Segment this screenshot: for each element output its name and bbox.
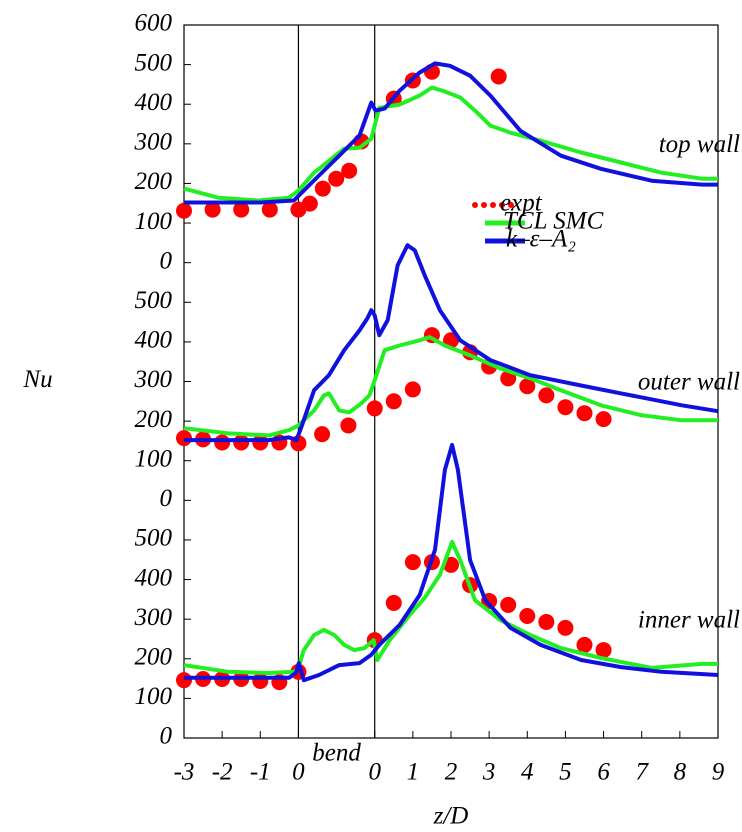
x-tick-label: 3 (482, 759, 496, 786)
data-point (176, 672, 192, 689)
data-point (204, 201, 221, 218)
x-axis-label: z/D (433, 803, 469, 830)
x-tick-label: 1 (407, 759, 420, 786)
data-point (385, 594, 402, 611)
data-point (314, 180, 331, 197)
data-point (500, 596, 517, 613)
data-point (490, 68, 507, 85)
data-point (340, 417, 357, 434)
data-point (385, 393, 402, 410)
x-tick-label: 5 (559, 759, 572, 786)
data-point (176, 202, 192, 219)
y-tick-label: 300 (134, 366, 173, 393)
y-tick-label: 500 (135, 49, 173, 76)
x-tick-label: 4 (521, 759, 534, 786)
y-tick-label: 100 (135, 208, 173, 235)
y-tick-label: 400 (135, 327, 173, 354)
y-tick-label: 600 (135, 10, 173, 37)
data-point (314, 426, 331, 443)
y-axis-label: Nu (22, 366, 52, 393)
data-point (328, 170, 345, 187)
data-point (233, 201, 250, 218)
y-tick-label: 400 (135, 89, 173, 116)
data-point (404, 554, 421, 571)
y-tick-label: 200 (135, 406, 173, 433)
y-tick-label: 200 (135, 644, 173, 671)
annotation: bend (312, 740, 361, 767)
data-point (366, 400, 383, 417)
data-point (301, 195, 318, 212)
x-tick-label: -2 (212, 759, 233, 786)
data-line (184, 442, 719, 683)
x-tick-label: 8 (674, 759, 687, 786)
y-tick-label: 0 (160, 723, 173, 750)
y-tick-label: 200 (135, 168, 173, 195)
y-tick-label: 100 (135, 445, 173, 472)
panel-label: inner wall (638, 606, 740, 633)
x-tick-label: -3 (174, 759, 195, 786)
x-tick-label: 0 (292, 759, 305, 786)
data-point (404, 381, 421, 398)
y-tick-label: 400 (135, 564, 173, 591)
data-line (183, 85, 718, 203)
data-line (184, 61, 718, 205)
data-line (183, 539, 718, 675)
data-line (184, 243, 719, 443)
y-tick-label: 0 (160, 485, 173, 512)
data-point (595, 642, 612, 659)
panel-label: outer wall (638, 369, 740, 396)
data-point (557, 619, 574, 636)
y-tick-label: 500 (135, 525, 173, 552)
data-point (214, 434, 231, 451)
panel-label: top wall (659, 131, 740, 158)
x-tick-label: 9 (712, 759, 725, 786)
x-tick-label: 6 (597, 759, 610, 786)
data-point (519, 378, 536, 395)
y-tick-label: 500 (135, 287, 173, 314)
x-tick-label: 7 (635, 759, 649, 786)
x-tick-label: 0 (368, 759, 381, 786)
data-point (341, 162, 358, 179)
data-point (233, 434, 250, 451)
data-point (261, 201, 278, 218)
data-point (519, 607, 536, 624)
data-point (252, 672, 269, 689)
y-tick-label: 0 (160, 247, 173, 274)
data-point (538, 387, 555, 404)
legend-label: expt (500, 190, 543, 217)
y-tick-label: 300 (134, 604, 173, 631)
y-tick-label: 100 (135, 683, 173, 710)
x-tick-label: -1 (250, 759, 271, 786)
data-point (576, 405, 593, 422)
y-tick-label: 300 (134, 129, 173, 156)
data-point (538, 613, 555, 630)
data-point (595, 411, 612, 428)
data-point (557, 399, 574, 416)
legend-label: k–ε–A₂ (506, 226, 576, 253)
x-tick-label: 2 (445, 759, 458, 786)
legend-label: TCL SMC (503, 208, 604, 235)
data-point (576, 636, 593, 653)
